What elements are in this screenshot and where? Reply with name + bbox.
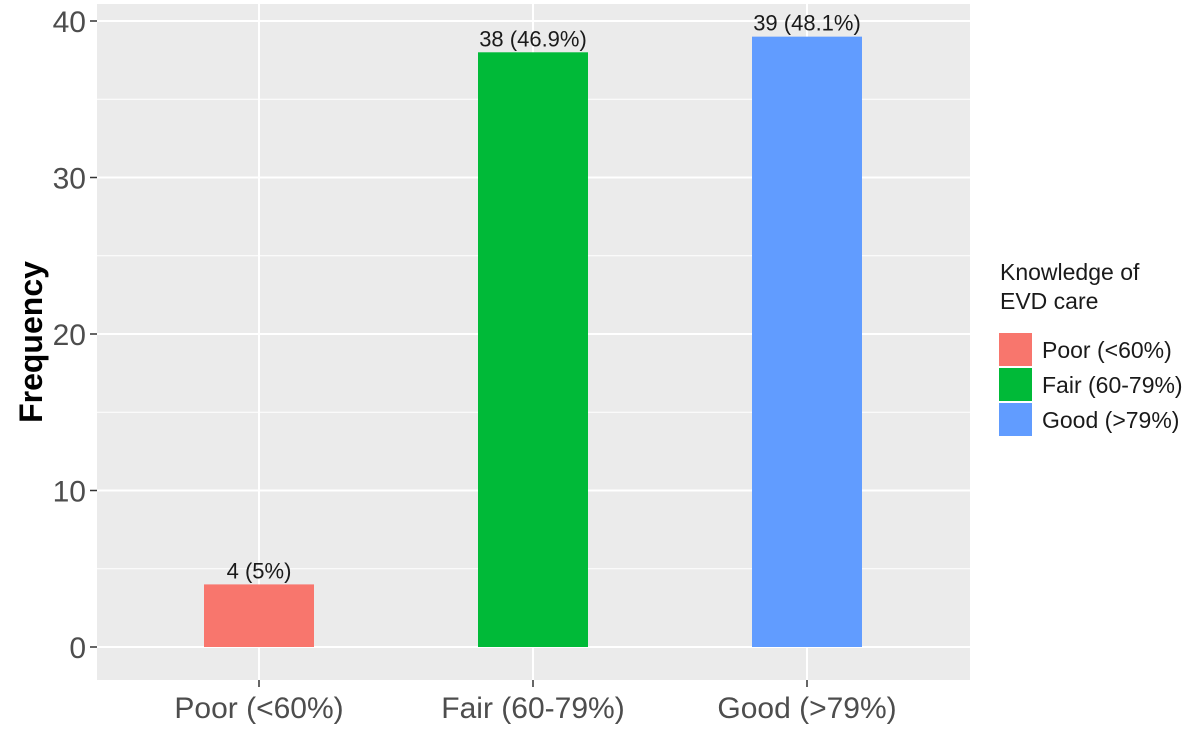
x-tick-label: Poor (<60%) bbox=[174, 692, 343, 725]
legend-label: Good (>79%) bbox=[1042, 407, 1179, 433]
x-tick-label: Good (>79%) bbox=[717, 692, 896, 725]
y-axis-title: Frequency bbox=[13, 261, 49, 423]
x-axis-ticks: Poor (<60%) Fair (60-79%) Good (>79%) bbox=[174, 680, 897, 725]
bar bbox=[752, 36, 862, 647]
legend-swatch bbox=[999, 403, 1032, 436]
bar bbox=[478, 52, 588, 648]
legend-label: Fair (60-79%) bbox=[1042, 372, 1183, 398]
y-axis-ticks: 0 10 20 30 40 bbox=[53, 6, 97, 665]
bar-value-label: 38 (46.9%) bbox=[479, 26, 587, 51]
legend-swatch bbox=[999, 368, 1032, 401]
bar-value-label: 39 (48.1%) bbox=[753, 11, 861, 36]
x-tick-label: Fair (60-79%) bbox=[441, 692, 624, 725]
legend-title-line-2: EVD care bbox=[1000, 288, 1098, 314]
y-tick-label: 10 bbox=[53, 476, 86, 509]
legend: Knowledge of EVD care Poor (<60%) Fair (6… bbox=[999, 259, 1183, 436]
y-tick-label: 30 bbox=[53, 163, 86, 196]
bar-value-label: 4 (5%) bbox=[227, 558, 292, 583]
bar-value-labels: 4 (5%) 38 (46.9%) 39 (48.1%) bbox=[227, 11, 861, 584]
legend-label: Poor (<60%) bbox=[1042, 337, 1172, 363]
bar bbox=[204, 584, 314, 647]
y-tick-label: 0 bbox=[69, 632, 86, 665]
y-tick-label: 40 bbox=[53, 6, 86, 39]
y-tick-label: 20 bbox=[53, 319, 86, 352]
legend-swatch bbox=[999, 333, 1032, 366]
legend-title-line-1: Knowledge of bbox=[1000, 259, 1140, 285]
bars bbox=[204, 36, 862, 648]
